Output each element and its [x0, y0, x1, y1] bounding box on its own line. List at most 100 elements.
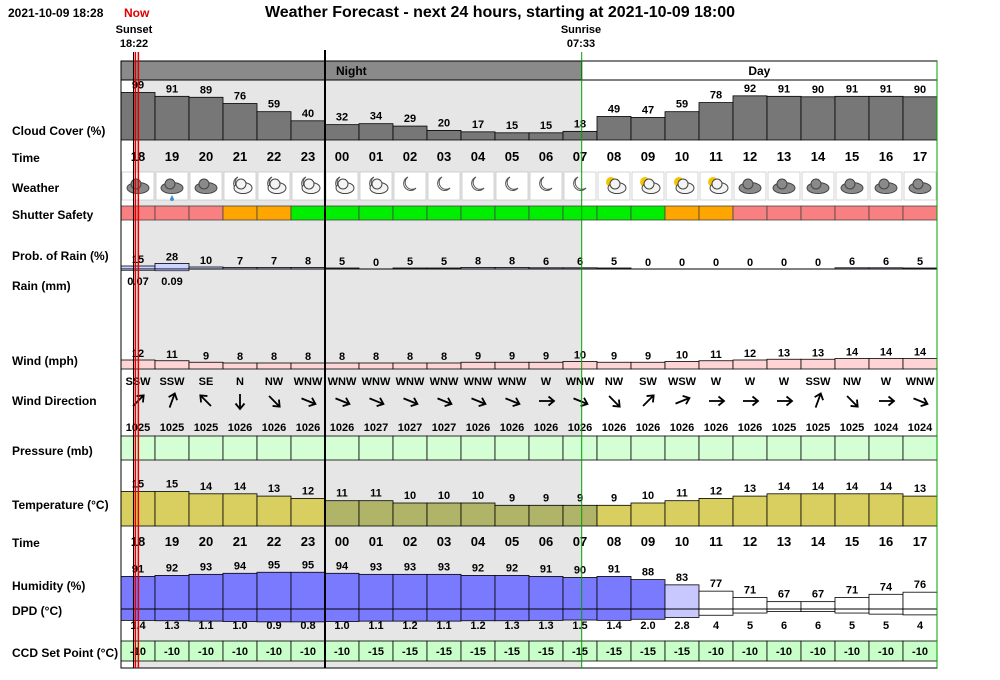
cloud-cover-value: 34 [370, 111, 383, 123]
ccd-set-point-value: -10 [334, 646, 350, 658]
temperature-bar [664, 500, 700, 527]
ccd-set-point-value: -10 [776, 646, 792, 658]
wind-speed-value: 8 [407, 351, 413, 363]
day-label: Day [748, 64, 770, 78]
cloud-cover-bar [834, 95, 870, 141]
cloud-cover-bar [324, 124, 360, 141]
row-label-wind: Wind (mph) [12, 354, 78, 368]
hour-label: 10 [675, 149, 689, 164]
ccd-set-point-value: -15 [538, 646, 554, 658]
pressure-value: 1026 [568, 422, 592, 434]
pressure-value: 1026 [534, 422, 558, 434]
wind-direction-label: SSW [159, 376, 185, 388]
icon-frame [461, 171, 495, 201]
hour-label-bottom: 11 [709, 534, 723, 549]
cloud-puff [337, 178, 349, 190]
wind-speed-value: 14 [914, 347, 927, 359]
wind-direction-label: N [236, 376, 244, 388]
wind-speed-value: 8 [271, 351, 277, 363]
hour-label: 14 [811, 149, 826, 164]
pressure-value: 1026 [262, 422, 286, 434]
dpd-value: 1.1 [436, 620, 451, 632]
cloud-cover-bar [596, 116, 632, 141]
cloud-cover-value: 18 [574, 118, 586, 130]
cloud-cover-bar [188, 96, 224, 141]
wind-arrow-head [887, 395, 896, 407]
shutter-cell-unsafe [154, 205, 190, 221]
wind-direction-label: W [881, 376, 892, 388]
dpd-value: 1.3 [538, 620, 553, 632]
shutter-cell-safe [528, 205, 564, 221]
hour-label: 06 [539, 149, 553, 164]
pressure-value: 1026 [738, 422, 762, 434]
rain-probability-value: 10 [200, 255, 212, 267]
rain-amount-value: 0.09 [161, 276, 182, 288]
humidity-bar [902, 591, 938, 612]
humidity-bar-lower [154, 608, 190, 622]
cloud-cover-value: 15 [540, 120, 552, 132]
wind-arrow-shaft [168, 394, 176, 408]
pressure-cell [698, 435, 734, 461]
wind-arrow-shaft [642, 395, 654, 407]
wind-arrow-icon [199, 394, 212, 407]
wind-speed-value: 12 [744, 348, 756, 360]
humidity-bar-lower [868, 608, 904, 615]
dpd-value: 2.0 [640, 620, 655, 632]
rain-probability-value: 6 [849, 256, 855, 268]
temperature-value: 9 [543, 492, 549, 504]
hour-label: 22 [267, 149, 281, 164]
icon-frame [495, 171, 529, 201]
cloud-puff [609, 178, 621, 190]
humidity-bar [290, 571, 326, 612]
temperature-bar [154, 491, 190, 527]
row-label-cloud-cover: Cloud Cover (%) [12, 124, 106, 138]
rain-probability-value: 8 [305, 255, 311, 267]
pressure-value: 1025 [772, 422, 796, 434]
wind-speed-bar [664, 361, 700, 370]
cloud-cover-value: 59 [268, 99, 280, 111]
pressure-value: 1025 [194, 422, 218, 434]
wind-arrow-shaft [505, 397, 519, 405]
ccd-set-point-value: -10 [232, 646, 248, 658]
moon-icon [529, 171, 563, 201]
humidity-value: 92 [166, 562, 178, 574]
wind-arrow-head [682, 395, 691, 405]
cloud-cover-bar [698, 102, 734, 141]
sunrise-time: 07:33 [566, 38, 596, 50]
moon-shape [471, 176, 485, 191]
humidity-value: 94 [234, 560, 247, 572]
humidity-value: 74 [880, 581, 893, 593]
wind-speed-bar [426, 362, 462, 370]
temperature-value: 13 [914, 483, 926, 495]
cloud-cover-bar [256, 111, 292, 141]
ccd-set-point-value: -15 [436, 646, 452, 658]
row-label-dpd: DPD (°C) [12, 604, 63, 618]
humidity-value: 91 [540, 563, 552, 575]
hour-label: 21 [233, 149, 247, 164]
pressure-value: 1026 [704, 422, 728, 434]
ccd-set-point-value: -10 [810, 646, 826, 658]
cloud-icon [835, 171, 869, 201]
wind-speed-value: 14 [880, 347, 893, 359]
hour-label-bottom: 01 [369, 534, 383, 549]
pressure-value: 1026 [296, 422, 320, 434]
cloud-puff [303, 178, 315, 190]
shutter-cell-safe [324, 205, 360, 221]
cloud-puff [878, 178, 890, 190]
hour-label-bottom: 21 [233, 534, 247, 549]
moon-icon [563, 171, 597, 201]
cloud-cover-value: 40 [302, 108, 314, 120]
pressure-value: 1027 [432, 422, 456, 434]
wind-speed-value: 9 [203, 350, 209, 362]
temperature-bar [902, 495, 938, 527]
temperature-value: 11 [676, 488, 688, 500]
rain-probability-value: 5 [441, 256, 447, 268]
humidity-value: 94 [336, 560, 349, 572]
cloud-puff [269, 178, 281, 190]
humidity-value: 91 [608, 563, 620, 575]
pressure-cell [494, 435, 530, 461]
cloud-icon [903, 171, 937, 201]
hour-label-bottom: 04 [471, 534, 486, 549]
cloud-cover-value: 91 [778, 83, 790, 95]
hour-label-bottom: 23 [301, 534, 315, 549]
